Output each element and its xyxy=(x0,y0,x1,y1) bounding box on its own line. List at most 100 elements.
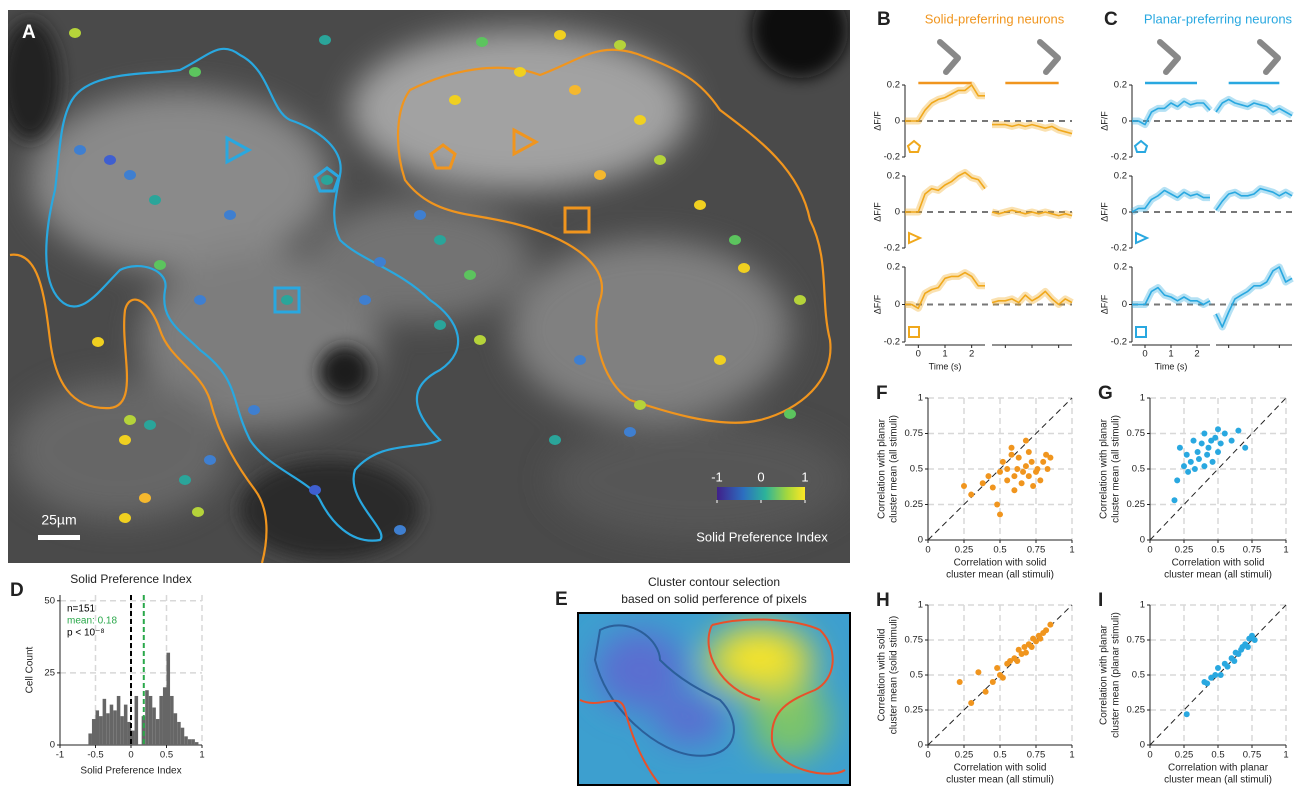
y-axis-label: ΔF/F xyxy=(872,202,882,222)
point xyxy=(1022,649,1029,656)
bar xyxy=(131,730,135,745)
identity-line xyxy=(1149,604,1287,746)
y-axis-label: Cell Count xyxy=(25,646,36,693)
error-band xyxy=(992,121,1073,137)
point xyxy=(1034,466,1041,472)
point xyxy=(1215,426,1221,433)
point xyxy=(1201,430,1208,437)
bar xyxy=(194,742,199,745)
point xyxy=(1190,437,1197,444)
point xyxy=(1020,468,1027,475)
point xyxy=(1004,466,1011,472)
bar xyxy=(184,736,188,745)
point xyxy=(1004,477,1011,484)
point xyxy=(1015,454,1022,461)
y-tick-label: 0.2 xyxy=(887,171,900,182)
x-tick-label: 0 xyxy=(925,545,930,556)
y-axis-label: ΔF/F xyxy=(872,294,882,314)
x-tick-label: 0.75 xyxy=(1027,545,1046,556)
point xyxy=(1212,434,1219,441)
point xyxy=(1251,637,1258,643)
microscopy-image xyxy=(8,10,850,563)
x-tick-label: 1 xyxy=(1069,750,1074,761)
point xyxy=(1043,451,1050,458)
x-tick-label: 0 xyxy=(1147,545,1152,556)
point xyxy=(989,679,996,685)
point xyxy=(1215,665,1221,671)
y-axis-label: Correlation with solid xyxy=(877,629,888,722)
y-tick-label: 0.2 xyxy=(1114,171,1127,182)
trace xyxy=(1131,189,1210,213)
trace xyxy=(991,290,1073,306)
colorbar-label: Solid Preference Index xyxy=(696,529,828,544)
bar xyxy=(127,721,131,745)
y-tick-label: 25 xyxy=(44,667,55,678)
x-tick-label: -0.5 xyxy=(87,750,103,761)
panel-label: E xyxy=(555,589,568,610)
y-tick-label: 0.2 xyxy=(887,262,900,273)
x-tick-label: 1 xyxy=(199,750,204,761)
x-tick-label: 0 xyxy=(128,750,133,761)
point xyxy=(1030,483,1037,490)
bar xyxy=(166,652,171,745)
panel-label: D xyxy=(10,580,24,601)
point xyxy=(1008,444,1015,451)
x-tick-label: 0 xyxy=(925,750,930,761)
marker xyxy=(1135,231,1150,245)
y-tick-label: 1 xyxy=(918,600,923,611)
bar xyxy=(155,719,160,745)
bar xyxy=(95,710,100,745)
x-tick-label: 0 xyxy=(1147,750,1152,761)
x-tick-label: 2 xyxy=(1194,349,1199,360)
x-tick-label: 0.5 xyxy=(1211,545,1224,556)
x-tick-label: 1 xyxy=(1283,750,1288,761)
orange-contour xyxy=(9,253,268,563)
bar xyxy=(123,704,128,745)
y-tick-label: 0.5 xyxy=(910,464,923,475)
bar xyxy=(177,721,181,745)
point xyxy=(1015,646,1022,653)
point xyxy=(1018,480,1025,487)
point xyxy=(1181,463,1187,470)
y-tick-label: 0.75 xyxy=(1127,428,1146,439)
panel-label: H xyxy=(876,590,890,611)
point xyxy=(1183,451,1190,458)
bar xyxy=(134,695,139,745)
bar xyxy=(91,719,96,745)
point xyxy=(1037,477,1044,484)
point xyxy=(961,483,967,490)
x-tick-label: 0.5 xyxy=(993,545,1006,556)
x-tick-label: 0.25 xyxy=(955,545,974,556)
y-tick-label: 0 xyxy=(895,116,900,127)
trace xyxy=(905,271,985,310)
x-tick-label: 1 xyxy=(1069,545,1074,556)
bar xyxy=(187,739,192,745)
point xyxy=(1242,444,1249,451)
point xyxy=(1224,663,1231,670)
colorbar-tick-label: 0 xyxy=(757,469,764,484)
marker xyxy=(1133,139,1149,153)
marker xyxy=(906,139,922,153)
x-axis-label: Correlation with solid xyxy=(1172,558,1265,569)
point xyxy=(1212,672,1219,678)
y-tick-label: 0.25 xyxy=(905,705,924,716)
point xyxy=(1183,711,1190,718)
bar xyxy=(170,695,174,745)
point xyxy=(1008,451,1015,458)
panel-label: F xyxy=(876,383,888,404)
y-tick-label: 0.25 xyxy=(1127,499,1146,510)
point xyxy=(1201,463,1208,470)
bar xyxy=(191,739,195,745)
point xyxy=(1244,644,1251,650)
y-axis-label: cluster mean (all stimuli) xyxy=(889,415,900,523)
x-tick-label: 0.25 xyxy=(1175,545,1194,556)
y-tick-label: 0.2 xyxy=(887,80,900,91)
panel-label: A xyxy=(22,22,36,43)
trace xyxy=(1132,100,1211,126)
bar xyxy=(116,695,121,745)
x-tick-label: 0.25 xyxy=(955,750,974,761)
error-band xyxy=(1213,95,1294,119)
point xyxy=(1217,440,1224,447)
point xyxy=(1011,473,1018,480)
point xyxy=(1021,644,1028,650)
